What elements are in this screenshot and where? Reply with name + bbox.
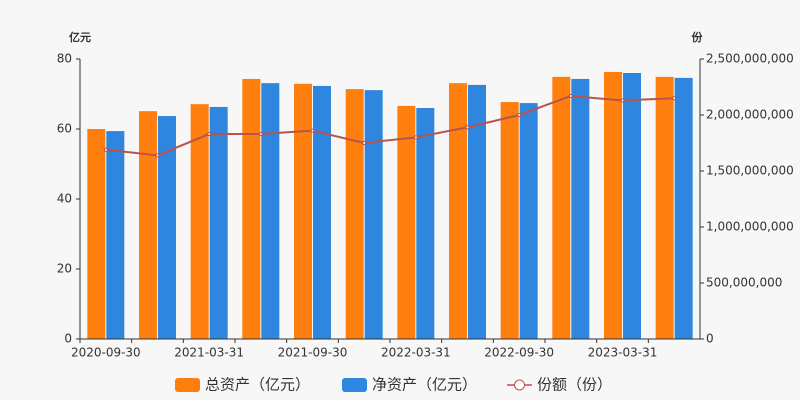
line-point [568,93,573,98]
line-point [258,132,263,137]
y-tick-label: 80 [57,52,72,66]
bar [519,103,538,339]
y-tick-label: 20 [57,262,72,276]
bar [190,104,209,340]
legend-swatch [175,378,200,392]
y2-axis-unit: 份 [692,30,704,44]
x-tick-label: 2022-03-31 [381,346,451,360]
y-tick-label: 40 [57,192,72,206]
bar [604,71,622,339]
line-point [310,128,315,133]
x-tick-label: 2020-09-30 [71,346,141,360]
line-point [465,125,470,130]
x-tick-label: 2021-09-30 [278,346,348,360]
bar [106,131,125,339]
y2-tick-label: 2,000,000,000 [706,108,794,122]
y2-tick-label: 2,500,000,000 [706,52,794,66]
bar [571,78,590,339]
line-point [672,96,677,101]
y2-tick-label: 1,500,000,000 [706,164,794,178]
line-point [207,132,212,137]
legend-label: 总资产（亿元） [205,376,310,394]
legend-label: 净资产（亿元） [372,376,477,394]
bar [364,90,383,340]
x-tick-label: 2022-09-30 [484,346,554,360]
bar [87,129,106,339]
bar [313,85,331,339]
line-point [103,147,108,152]
y-axis-unit: 亿元 [69,30,91,44]
bar [552,76,571,339]
bar [242,78,261,339]
line-point [155,153,160,158]
bar [261,83,280,340]
line [105,94,675,157]
legend-label: 份额（份） [537,376,612,394]
y2-tick-label: 500,000,000 [706,276,782,290]
line-point [620,98,625,103]
line-point [362,141,367,145]
bar [416,108,435,339]
bar [623,73,641,339]
bar [158,116,176,339]
legend-swatch [514,379,525,391]
y-tick-label: 60 [57,122,72,136]
bar [397,105,416,340]
bar [449,83,467,340]
line-point [413,135,418,140]
y2-tick-label: 1,000,000,000 [706,220,794,234]
bar [209,106,228,339]
legend-swatch [342,378,367,392]
bar [674,77,693,340]
bar [655,76,674,339]
x-tick-label: 2023-03-31 [588,346,658,360]
bar [345,89,364,339]
bar [139,111,157,340]
x-tick-label: 2021-03-31 [174,346,244,360]
y-tick-label: 0 [64,332,72,346]
bar [468,84,486,340]
line-point [517,113,522,117]
bar [294,83,312,339]
y2-tick-label: 0 [706,332,714,346]
bar [500,102,519,339]
